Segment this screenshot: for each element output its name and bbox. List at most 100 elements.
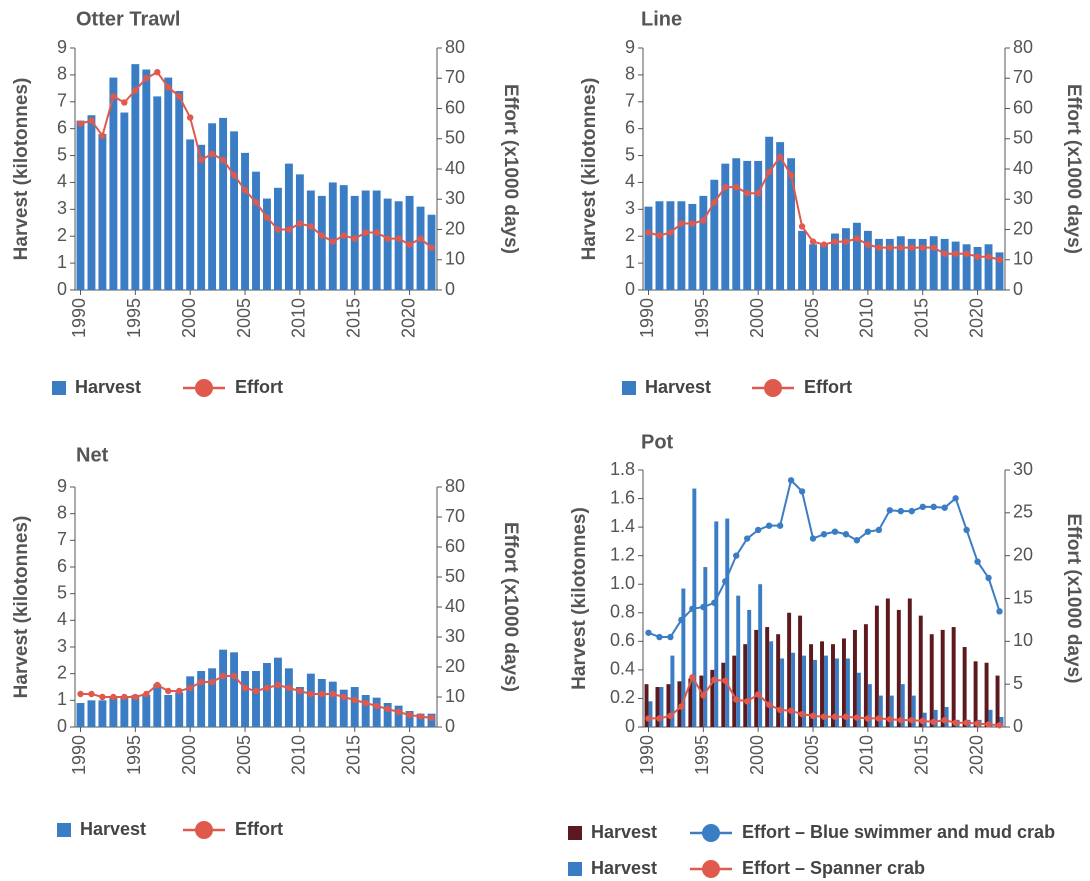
- y-axis-label: Harvest (kilotonnes): [569, 507, 590, 690]
- bar: [929, 634, 934, 727]
- chart-panel: Net Harvest (kilotonnes) Effort (x1000 day…: [11, 444, 521, 839]
- x-tick-label: 1990: [69, 298, 89, 338]
- bar: [710, 179, 719, 290]
- x-tick-label: 2020: [398, 298, 418, 338]
- bar: [834, 658, 839, 727]
- bar: [98, 134, 107, 290]
- effort-point: [77, 690, 84, 698]
- y2-tick-label: 40: [445, 596, 465, 616]
- bar: [295, 174, 304, 290]
- x-tick-label: 2005: [802, 735, 822, 775]
- bar: [208, 668, 217, 727]
- bar: [743, 644, 748, 727]
- effort-point: [831, 238, 839, 245]
- effort-point: [645, 229, 652, 236]
- y-tick-label: 6: [57, 117, 67, 137]
- bar: [230, 652, 239, 727]
- bar: [820, 641, 824, 727]
- bar: [725, 518, 730, 727]
- bar: [131, 695, 140, 727]
- y-axis-label: Harvest (kilotonnes): [11, 516, 32, 699]
- x-tick-label: 1990: [69, 735, 89, 775]
- y2-tick-label: 15: [1013, 587, 1033, 607]
- effort-point: [285, 684, 293, 692]
- y2-tick-label: 60: [1013, 97, 1033, 117]
- bar: [273, 657, 282, 727]
- effort-point: [919, 244, 926, 251]
- effort-point: [897, 716, 904, 724]
- bar: [197, 671, 206, 727]
- effort-point: [406, 241, 413, 248]
- effort-point: [362, 699, 369, 707]
- bar: [361, 695, 370, 727]
- bar: [186, 139, 195, 290]
- bar: [219, 117, 228, 291]
- bar: [747, 609, 752, 727]
- bar: [394, 705, 403, 727]
- effort-point: [132, 87, 139, 94]
- y2-tick-label: 60: [445, 536, 465, 556]
- bar: [918, 238, 927, 290]
- bar: [120, 697, 129, 727]
- effort-point: [875, 526, 883, 534]
- effort-point: [963, 719, 970, 726]
- legend-marker: [764, 379, 782, 397]
- bar: [951, 241, 960, 290]
- bar: [405, 711, 414, 727]
- chart-title: Net: [76, 444, 109, 466]
- effort-point: [165, 687, 172, 695]
- bar: [644, 206, 653, 290]
- bar: [284, 668, 293, 727]
- y2-tick-label: 70: [1013, 67, 1033, 87]
- effort-point: [809, 238, 817, 245]
- effort-point: [776, 522, 784, 529]
- y2-tick-label: 50: [445, 128, 465, 148]
- y2-axis-label: Effort (x1000 days): [500, 522, 521, 692]
- bar: [754, 160, 763, 290]
- y2-tick-label: 40: [445, 158, 465, 178]
- effort-point: [897, 244, 904, 251]
- bar: [703, 567, 708, 727]
- effort-point: [996, 608, 1003, 615]
- y2-tick-label: 10: [1013, 630, 1033, 650]
- bar: [856, 672, 861, 727]
- bar: [918, 615, 923, 727]
- effort-point: [919, 503, 926, 511]
- bar: [120, 112, 129, 291]
- bar: [350, 687, 359, 727]
- bar: [339, 689, 348, 727]
- x-tick-label: 2000: [747, 735, 767, 775]
- bar: [900, 684, 905, 727]
- bar: [951, 627, 956, 727]
- effort-point: [132, 693, 139, 701]
- y-tick-label: 7: [57, 91, 67, 111]
- effort-point: [154, 69, 161, 76]
- effort-point: [678, 616, 685, 624]
- effort-point: [952, 250, 959, 257]
- effort-point: [754, 691, 762, 698]
- effort-point: [384, 235, 391, 242]
- x-tick-label: 2020: [966, 735, 986, 775]
- bar: [273, 187, 282, 290]
- effort-point: [428, 244, 435, 251]
- bar: [878, 695, 883, 727]
- legend-marker: [195, 821, 213, 839]
- effort-point: [864, 241, 872, 248]
- x-tick-label: 1990: [637, 298, 657, 338]
- y-tick-label: 1: [625, 252, 635, 272]
- effort-point: [88, 117, 95, 124]
- effort-point: [307, 690, 315, 698]
- effort-point: [121, 99, 128, 106]
- y-tick-label: 1: [57, 252, 67, 272]
- y2-tick-label: 10: [1013, 249, 1033, 269]
- x-tick-label: 2010: [857, 298, 877, 338]
- legend-swatch: [568, 862, 582, 876]
- y-tick-label: 1.2: [610, 544, 635, 564]
- bar: [219, 649, 228, 727]
- effort-point: [941, 716, 948, 724]
- x-tick-label: 1990: [637, 735, 657, 775]
- bar: [659, 687, 664, 727]
- effort-point: [417, 235, 424, 242]
- effort-point: [853, 714, 861, 721]
- effort-point: [176, 93, 183, 100]
